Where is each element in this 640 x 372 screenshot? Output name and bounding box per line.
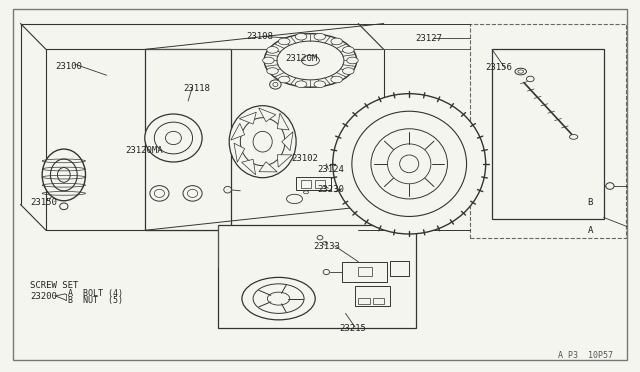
Ellipse shape <box>527 76 534 82</box>
Bar <box>218 225 415 328</box>
Ellipse shape <box>331 76 342 83</box>
Ellipse shape <box>183 186 202 201</box>
Text: B  NUT  (5): B NUT (5) <box>68 296 124 305</box>
Polygon shape <box>282 132 293 151</box>
Ellipse shape <box>333 94 486 234</box>
Polygon shape <box>239 112 256 124</box>
Text: SCREW SET: SCREW SET <box>30 281 79 290</box>
Text: A  BOLT (4): A BOLT (4) <box>68 289 124 298</box>
Ellipse shape <box>518 70 524 73</box>
Polygon shape <box>259 162 277 172</box>
Text: 23102: 23102 <box>291 154 318 163</box>
Ellipse shape <box>267 68 278 74</box>
Text: 23100: 23100 <box>56 61 83 71</box>
Ellipse shape <box>347 57 358 64</box>
Bar <box>470 23 626 238</box>
Text: 23150: 23150 <box>30 198 57 207</box>
Ellipse shape <box>264 34 356 87</box>
Text: 23133: 23133 <box>314 243 340 251</box>
Text: 23215: 23215 <box>339 324 366 333</box>
Ellipse shape <box>241 118 285 166</box>
Ellipse shape <box>515 68 527 75</box>
Ellipse shape <box>253 131 272 152</box>
Text: 23127: 23127 <box>415 34 442 43</box>
Polygon shape <box>234 143 244 162</box>
Ellipse shape <box>277 41 344 80</box>
Text: 23108: 23108 <box>246 32 273 41</box>
Ellipse shape <box>268 292 290 305</box>
Bar <box>301 180 311 188</box>
Ellipse shape <box>154 122 193 154</box>
Text: 23120MA: 23120MA <box>125 147 163 155</box>
Ellipse shape <box>371 129 447 199</box>
Ellipse shape <box>570 135 578 139</box>
Bar <box>390 261 409 276</box>
Ellipse shape <box>267 46 278 53</box>
Ellipse shape <box>323 269 330 275</box>
Bar <box>145 49 231 230</box>
Ellipse shape <box>287 194 303 203</box>
Text: A P3  10P57: A P3 10P57 <box>558 350 613 360</box>
Ellipse shape <box>278 76 290 83</box>
Ellipse shape <box>295 81 307 87</box>
Polygon shape <box>259 108 276 122</box>
Ellipse shape <box>224 186 232 193</box>
Polygon shape <box>231 124 244 140</box>
Text: 23156: 23156 <box>486 63 513 72</box>
Text: 23120M: 23120M <box>285 54 317 63</box>
Text: A: A <box>588 226 593 235</box>
Bar <box>342 262 387 282</box>
Ellipse shape <box>314 81 326 87</box>
Bar <box>315 180 325 188</box>
Bar <box>296 177 332 190</box>
Ellipse shape <box>229 106 296 178</box>
Polygon shape <box>277 113 289 130</box>
Bar <box>358 298 370 304</box>
Ellipse shape <box>145 114 202 162</box>
Ellipse shape <box>253 284 304 313</box>
Ellipse shape <box>342 46 354 53</box>
Ellipse shape <box>606 183 614 189</box>
Ellipse shape <box>269 80 281 89</box>
Ellipse shape <box>331 38 342 45</box>
Ellipse shape <box>166 131 181 145</box>
Ellipse shape <box>295 33 307 40</box>
Bar <box>358 267 372 276</box>
Ellipse shape <box>150 186 169 201</box>
Bar <box>355 286 390 306</box>
Ellipse shape <box>314 33 326 40</box>
Text: 23124: 23124 <box>317 165 344 174</box>
Ellipse shape <box>342 68 354 74</box>
Ellipse shape <box>51 159 77 191</box>
Ellipse shape <box>60 203 68 210</box>
Ellipse shape <box>352 111 467 217</box>
Ellipse shape <box>42 149 86 201</box>
Text: 23230: 23230 <box>317 185 344 194</box>
Ellipse shape <box>301 55 319 65</box>
Ellipse shape <box>262 57 274 64</box>
Text: 23118: 23118 <box>183 84 210 93</box>
Polygon shape <box>277 155 292 167</box>
Text: 23200: 23200 <box>30 292 57 301</box>
Ellipse shape <box>242 278 316 320</box>
Ellipse shape <box>317 235 323 240</box>
Text: B: B <box>588 198 593 207</box>
Polygon shape <box>242 159 255 175</box>
Ellipse shape <box>278 38 290 45</box>
Ellipse shape <box>58 167 70 182</box>
Ellipse shape <box>388 144 431 184</box>
Ellipse shape <box>399 155 419 173</box>
Bar <box>492 49 604 219</box>
Bar <box>373 298 385 304</box>
